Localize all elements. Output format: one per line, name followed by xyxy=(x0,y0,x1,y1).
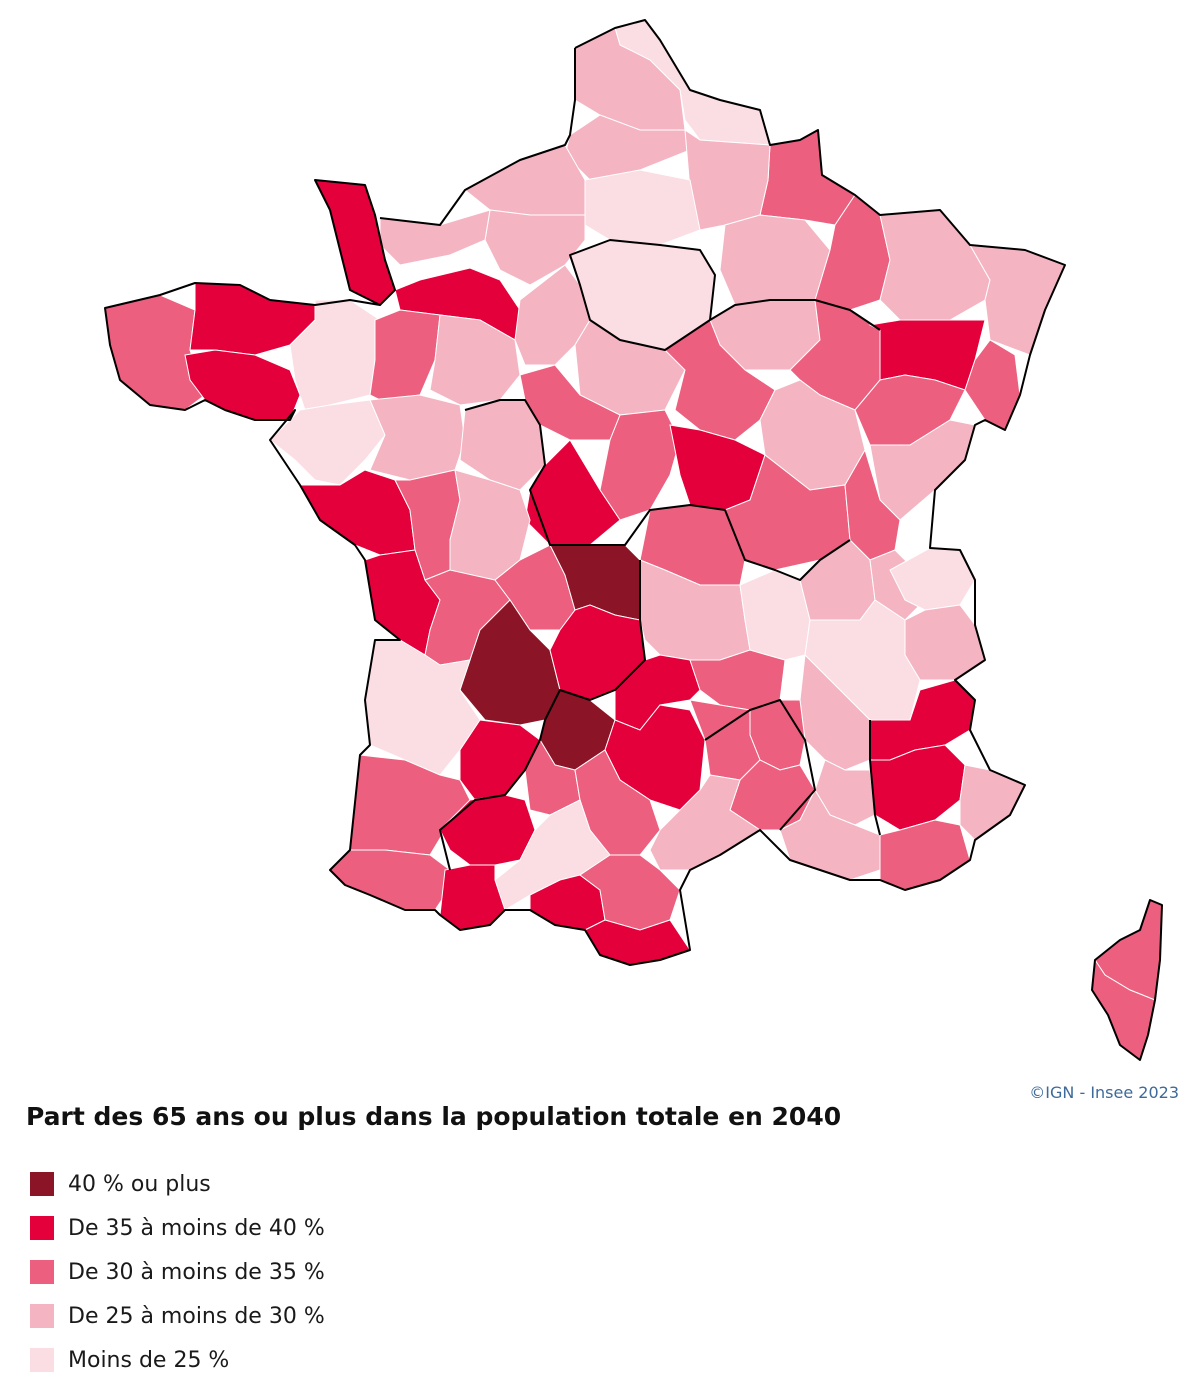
dept-maine-et-loire xyxy=(369,394,466,481)
dept-finistere xyxy=(104,294,206,411)
dept-morbihan xyxy=(184,349,301,421)
dept-marne xyxy=(719,214,831,306)
dept-calvados xyxy=(379,209,491,266)
legend-item-40-plus: 40 % ou plus xyxy=(30,1162,325,1206)
legend-item-under-25: Moins de 25 % xyxy=(30,1338,325,1382)
region-border-inner xyxy=(439,239,881,871)
dept-var xyxy=(879,819,971,891)
legend-swatch xyxy=(30,1304,54,1328)
dept-oise xyxy=(584,169,701,246)
dept-mayenne xyxy=(369,309,441,401)
dept-loire-atlantique xyxy=(269,399,386,486)
corsica-outline xyxy=(1091,899,1163,1061)
legend-swatch xyxy=(30,1172,54,1196)
region-borders xyxy=(104,19,1163,1061)
legend-label: De 30 à moins de 35 % xyxy=(68,1259,325,1285)
dept-aisne xyxy=(684,129,771,231)
legend-item-30-35: De 30 à moins de 35 % xyxy=(30,1250,325,1294)
legend-swatch xyxy=(30,1216,54,1240)
legend-label: De 25 à moins de 30 % xyxy=(68,1303,325,1329)
dept-pas-de-calais xyxy=(574,27,686,131)
dept-aude xyxy=(579,854,681,931)
map-credit: ©IGN - Insee 2023 xyxy=(1029,1083,1179,1102)
legend-item-25-30: De 25 à moins de 30 % xyxy=(30,1294,325,1338)
legend-item-35-40: De 35 à moins de 40 % xyxy=(30,1206,325,1250)
legend-title: Part des 65 ans ou plus dans la populati… xyxy=(26,1102,842,1131)
department-regions xyxy=(104,19,1163,1061)
legend-swatch xyxy=(30,1348,54,1372)
legend-label: Moins de 25 % xyxy=(68,1347,230,1373)
legend-swatch xyxy=(30,1260,54,1284)
france-map xyxy=(104,19,1163,1061)
dept-pyrenees-atlantiques xyxy=(329,849,451,911)
france-outline xyxy=(104,19,1066,966)
map-legend: 40 % ou plus De 35 à moins de 40 % De 30… xyxy=(30,1162,325,1382)
legend-label: De 35 à moins de 40 % xyxy=(68,1215,325,1241)
dept-meurthe xyxy=(879,209,991,321)
legend-label: 40 % ou plus xyxy=(68,1171,211,1197)
dept-loire xyxy=(739,569,811,661)
